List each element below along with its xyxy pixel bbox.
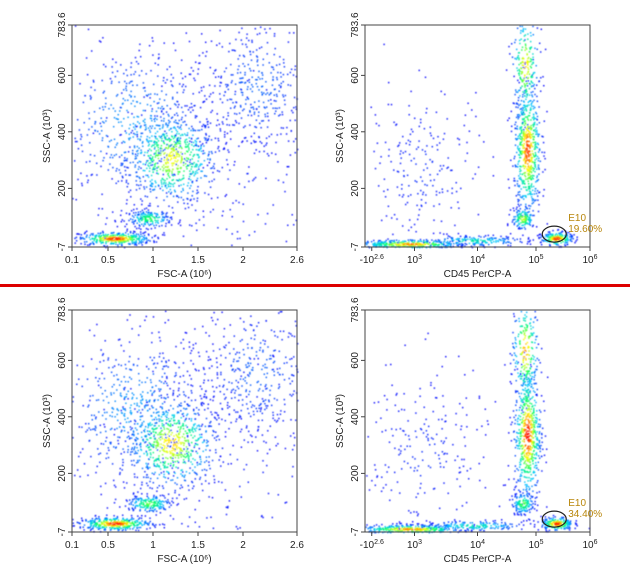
x-tick-label: 0.1 <box>65 540 79 551</box>
y-axis-label: SSC-A (10³) <box>335 109 346 163</box>
y-tick-label: 400 <box>57 123 68 140</box>
panel-2: -102.6 103 104 105 106 -7 200 400 600 783.6 CD45 P… <box>335 12 602 280</box>
y-tick-label: 400 <box>350 408 361 425</box>
x-axis-label: FSC-A (10⁶) <box>157 269 211 280</box>
x-tick-label: 2 <box>240 255 246 266</box>
x-tick-label: 105 <box>528 539 543 551</box>
x-tick-label: 0.1 <box>65 255 79 266</box>
gate-name: E10 <box>568 213 586 224</box>
y-tick-label: 783.6 <box>57 297 68 322</box>
y-tick-label: -7 <box>350 242 361 251</box>
y-tick-label: 400 <box>350 123 361 140</box>
gate-outline <box>541 225 567 243</box>
x-tick-label: 106 <box>582 539 597 551</box>
x-tick-label: 103 <box>407 539 422 551</box>
y-tick-label: 600 <box>350 67 361 84</box>
x-tick-label: 2.6 <box>290 540 304 551</box>
x-tick-label: -102.6 <box>360 254 384 266</box>
x-tick-label: 1 <box>150 540 156 551</box>
gate-percent: 19.60% <box>568 224 602 235</box>
y-tick-label: 200 <box>57 465 68 482</box>
separator-line <box>0 284 630 287</box>
x-tick-label: 1 <box>150 255 156 266</box>
x-tick-label: 104 <box>470 254 485 266</box>
scatter-points <box>365 310 591 534</box>
scatter-points <box>72 310 299 533</box>
y-tick-label: 783.6 <box>57 12 68 37</box>
y-tick-label: 783.6 <box>350 297 361 322</box>
x-tick-label: -102.6 <box>360 539 384 551</box>
gate-outline <box>541 510 567 528</box>
x-tick-label: 103 <box>407 254 422 266</box>
panel-1: 0.1 0.5 1 1.5 2 2.6 -7 200 400 600 783.6 FSC-A (10⁶… <box>42 12 304 280</box>
y-axis-label: SSC-A (10³) <box>42 394 53 448</box>
x-tick-label: 1.5 <box>191 255 205 266</box>
x-axis-label: FSC-A (10⁶) <box>157 554 211 565</box>
plot-frame <box>71 309 298 533</box>
y-axis-label: SSC-A (10³) <box>42 109 53 163</box>
x-tick-label: 106 <box>582 254 597 266</box>
y-tick-label: -7 <box>57 527 68 536</box>
plot-frame <box>364 309 591 533</box>
x-tick-label: 1.5 <box>191 540 205 551</box>
x-axis-label: CD45 PerCP-A <box>444 269 512 280</box>
scatter-points <box>72 25 299 249</box>
x-tick-label: 2 <box>240 540 246 551</box>
x-tick-label: 0.5 <box>101 540 115 551</box>
gate-percent: 34.40% <box>568 509 602 520</box>
x-tick-label: 0.5 <box>101 255 115 266</box>
y-tick-label: -7 <box>57 242 68 251</box>
x-tick-label: 2.6 <box>290 255 304 266</box>
y-axis-label: SSC-A (10³) <box>335 394 346 448</box>
gate-name: E10 <box>568 498 586 509</box>
y-tick-label: 600 <box>57 67 68 84</box>
y-tick-label: 200 <box>350 180 361 197</box>
y-tick-label: 200 <box>350 465 361 482</box>
scatter-points <box>365 25 578 249</box>
y-tick-label: 783.6 <box>350 12 361 37</box>
plot-frame <box>364 24 591 248</box>
y-tick-label: 600 <box>350 352 361 369</box>
y-tick-label: 600 <box>57 352 68 369</box>
plot-frame <box>71 24 298 248</box>
x-tick-label: 104 <box>470 539 485 551</box>
panel-4: -102.6 103 104 105 106 -7 200 400 600 783.6 CD45 P… <box>335 297 602 565</box>
x-axis-label: CD45 PerCP-A <box>444 554 512 565</box>
panel-3: 0.1 0.5 1 1.5 2 2.6 -7 200 400 600 783.6 FSC-A (10⁶… <box>42 297 304 565</box>
y-tick-label: 400 <box>57 408 68 425</box>
y-tick-label: -7 <box>350 527 361 536</box>
y-tick-label: 200 <box>57 180 68 197</box>
x-tick-label: 105 <box>528 254 543 266</box>
